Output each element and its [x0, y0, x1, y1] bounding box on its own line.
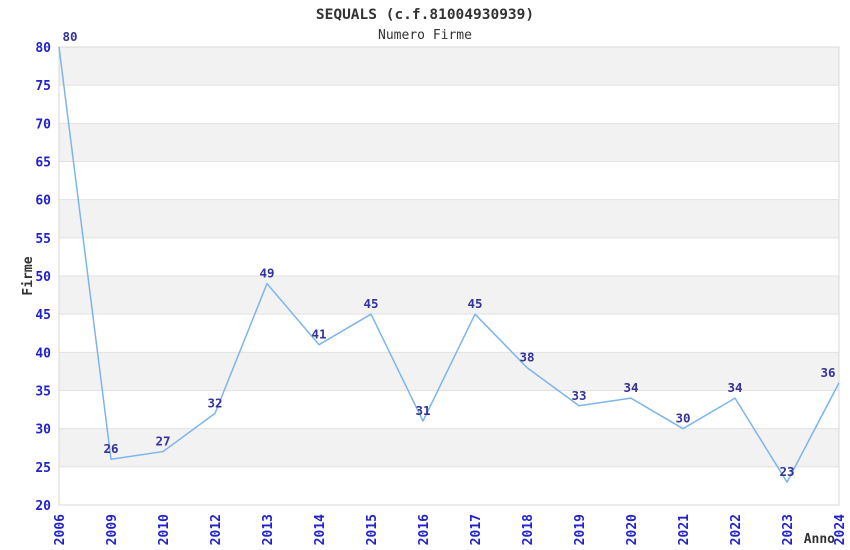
x-tick-label: 2014 [313, 514, 328, 545]
x-tick-label: 2015 [365, 514, 380, 545]
series-line [58, 46, 840, 483]
data-label: 32 [207, 395, 222, 410]
data-label: 49 [259, 266, 274, 281]
plot-band-gray [59, 352, 839, 391]
x-tick-label: 2009 [105, 514, 120, 545]
y-tick-label: 75 [35, 79, 51, 94]
x-axis-title: Anno [804, 532, 835, 547]
x-tick-label: 2019 [573, 514, 588, 545]
y-tick-label: 25 [35, 461, 51, 476]
data-label: 34 [727, 380, 742, 395]
y-tick-label: 70 [35, 117, 51, 132]
plot-bands [59, 47, 839, 505]
plot-band-gray [59, 123, 839, 162]
y-tick-label: 50 [35, 270, 51, 285]
y-tick-label: 65 [35, 156, 51, 171]
y-axis-tick-labels: 20 25 30 35 40 45 50 55 60 65 70 75 80 [35, 41, 51, 514]
y-tick-label: 55 [35, 232, 51, 247]
y-tick-label: 80 [35, 41, 51, 56]
data-label: 23 [779, 464, 794, 479]
x-tick-label: 2010 [157, 514, 172, 545]
chart-subtitle: Numero Firme [378, 28, 472, 43]
chart-title: SEQUALS (c.f.81004930939) [316, 7, 534, 23]
x-tick-label: 2013 [261, 514, 276, 545]
plot-band-white [59, 466, 839, 505]
y-tick-label: 45 [35, 308, 51, 323]
plot-band-white [59, 237, 839, 276]
data-labels: 80 26 27 32 49 41 45 31 45 38 33 34 30 34 23 36 [62, 29, 835, 479]
plot-band-white [59, 161, 839, 200]
x-tick-label: 2023 [781, 514, 796, 545]
plot-border [58, 46, 840, 506]
x-tick-label: 2022 [729, 514, 744, 545]
plot-band-gray [59, 276, 839, 315]
x-tick-label: 2018 [521, 514, 536, 545]
y-tick-label: 60 [35, 194, 51, 209]
x-tick-label: 2016 [417, 514, 432, 545]
plot-band-white [59, 314, 839, 353]
y-tick-label: 35 [35, 385, 51, 400]
x-tick-label: 2006 [53, 514, 68, 545]
plot-band-gray [59, 47, 839, 86]
y-tick-label: 40 [35, 346, 51, 361]
plot-band-white [59, 85, 839, 124]
data-label: 36 [820, 365, 835, 380]
y-tick-label: 20 [35, 499, 51, 514]
data-label: 26 [103, 441, 118, 456]
plot-band-gray [59, 199, 839, 238]
y-tick-label: 30 [35, 423, 51, 438]
data-label: 38 [519, 350, 534, 365]
data-label: 34 [623, 380, 638, 395]
x-tick-label: 2017 [469, 514, 484, 545]
plot-band-gray [59, 428, 839, 467]
x-tick-label: 2021 [677, 514, 692, 545]
data-label: 80 [62, 29, 77, 44]
x-axis-tick-labels: 2006 2009 2010 2012 2013 2014 2015 2016 2017 2018… [53, 514, 848, 545]
x-tick-label: 2012 [209, 514, 224, 545]
data-label: 45 [467, 296, 482, 311]
x-tick-label: 2024 [833, 514, 848, 545]
data-label: 45 [363, 296, 378, 311]
data-label: 31 [415, 403, 430, 418]
data-label: 30 [675, 411, 690, 426]
data-label: 33 [571, 388, 586, 403]
y-axis-title: Firme [21, 256, 36, 295]
x-tick-label: 2020 [625, 514, 640, 545]
data-label: 41 [311, 327, 326, 342]
data-label: 27 [155, 434, 170, 449]
plot-band-white [59, 390, 839, 429]
